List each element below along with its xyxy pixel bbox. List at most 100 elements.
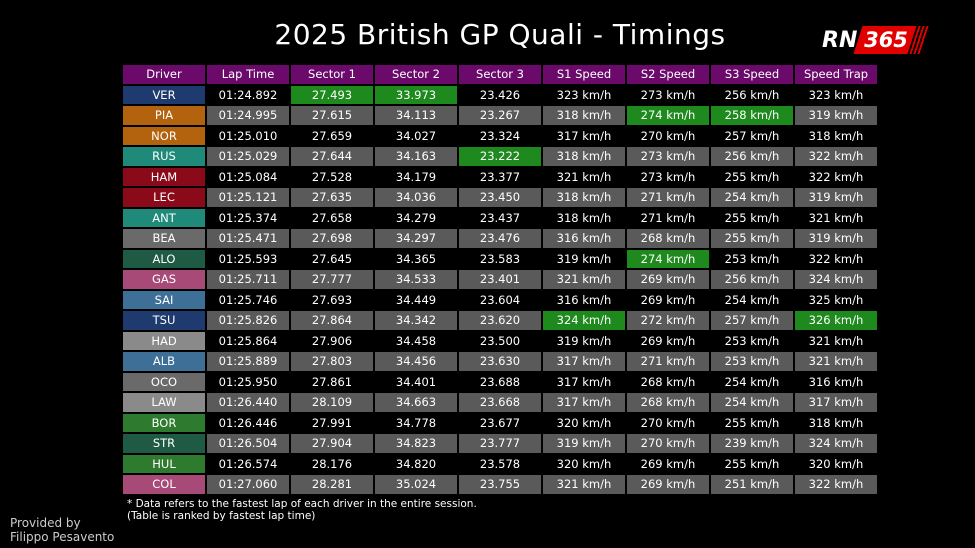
s3-speed-cell: 257 km/h xyxy=(711,311,793,330)
sector-3-cell: 23.377 xyxy=(459,167,541,186)
sector-2-cell: 34.297 xyxy=(375,229,457,248)
sector-1-cell: 27.635 xyxy=(291,188,373,207)
s1-speed-cell: 319 km/h xyxy=(543,434,625,453)
lap-time-cell: 01:25.746 xyxy=(207,290,289,309)
page-title: 2025 British GP Quali - Timings xyxy=(274,18,726,51)
s2-speed-cell: 273 km/h xyxy=(627,147,709,166)
driver-cell: ALB xyxy=(123,352,205,371)
table-row: TSU 01:25.826 27.864 34.342 23.620 324 km/h 27… xyxy=(123,311,877,330)
sector-3-cell: 23.476 xyxy=(459,229,541,248)
driver-cell: GAS xyxy=(123,270,205,289)
speed-trap-cell: 322 km/h xyxy=(795,475,877,494)
table-row: PIA 01:24.995 27.615 34.113 23.267 318 km/h 27… xyxy=(123,106,877,125)
s1-speed-cell: 320 km/h xyxy=(543,413,625,432)
s2-speed-cell: 268 km/h xyxy=(627,229,709,248)
lap-time-cell: 01:25.889 xyxy=(207,352,289,371)
sector-1-cell: 27.864 xyxy=(291,311,373,330)
speed-trap-cell: 324 km/h xyxy=(795,270,877,289)
header-s2-speed: S2 Speed xyxy=(627,65,709,84)
s1-speed-cell: 319 km/h xyxy=(543,249,625,268)
credit-line-1: Provided by xyxy=(10,516,81,530)
table-row: HAD 01:25.864 27.906 34.458 23.500 319 km/h 26… xyxy=(123,331,877,350)
sector-1-cell: 28.109 xyxy=(291,393,373,412)
sector-1-cell: 27.698 xyxy=(291,229,373,248)
sector-3-cell: 23.426 xyxy=(459,85,541,104)
sector-1-cell: 28.176 xyxy=(291,454,373,473)
s3-speed-cell: 253 km/h xyxy=(711,331,793,350)
speed-trap-cell: 324 km/h xyxy=(795,434,877,453)
s2-speed-cell: 268 km/h xyxy=(627,393,709,412)
sector-1-cell: 27.528 xyxy=(291,167,373,186)
s1-speed-cell: 317 km/h xyxy=(543,352,625,371)
footnote: * Data refers to the fastest lap of each… xyxy=(127,498,477,522)
sector-1-cell: 27.658 xyxy=(291,208,373,227)
s1-speed-cell: 318 km/h xyxy=(543,147,625,166)
sector-3-cell: 23.578 xyxy=(459,454,541,473)
s2-speed-cell: 269 km/h xyxy=(627,475,709,494)
s2-speed-cell: 271 km/h xyxy=(627,352,709,371)
s2-speed-cell: 273 km/h xyxy=(627,167,709,186)
s1-speed-cell: 321 km/h xyxy=(543,475,625,494)
sector-1-cell: 27.615 xyxy=(291,106,373,125)
speed-trap-cell: 321 km/h xyxy=(795,352,877,371)
lap-time-cell: 01:26.440 xyxy=(207,393,289,412)
sector-3-cell: 23.755 xyxy=(459,475,541,494)
speed-trap-cell: 319 km/h xyxy=(795,188,877,207)
header-sector-3: Sector 3 xyxy=(459,65,541,84)
lap-time-cell: 01:25.711 xyxy=(207,270,289,289)
speed-trap-cell: 322 km/h xyxy=(795,167,877,186)
s2-speed-cell: 269 km/h xyxy=(627,331,709,350)
driver-cell: VER xyxy=(123,85,205,104)
s3-speed-cell: 258 km/h xyxy=(711,106,793,125)
s1-speed-cell: 316 km/h xyxy=(543,229,625,248)
lap-time-cell: 01:25.826 xyxy=(207,311,289,330)
sector-2-cell: 34.401 xyxy=(375,372,457,391)
lap-time-cell: 01:26.574 xyxy=(207,454,289,473)
credit-line-2: Filippo Pesavento xyxy=(10,530,115,544)
sector-2-cell: 34.365 xyxy=(375,249,457,268)
sector-1-cell: 28.281 xyxy=(291,475,373,494)
lap-time-cell: 01:26.446 xyxy=(207,413,289,432)
s2-speed-cell: 271 km/h xyxy=(627,208,709,227)
driver-cell: BEA xyxy=(123,229,205,248)
driver-cell: HAM xyxy=(123,167,205,186)
lap-time-cell: 01:25.029 xyxy=(207,147,289,166)
s2-speed-cell: 274 km/h xyxy=(627,106,709,125)
sector-1-cell: 27.906 xyxy=(291,331,373,350)
s3-speed-cell: 254 km/h xyxy=(711,393,793,412)
sector-1-cell: 27.644 xyxy=(291,147,373,166)
driver-cell: RUS xyxy=(123,147,205,166)
lap-time-cell: 01:25.084 xyxy=(207,167,289,186)
sector-3-cell: 23.630 xyxy=(459,352,541,371)
s3-speed-cell: 254 km/h xyxy=(711,372,793,391)
header-s1-speed: S1 Speed xyxy=(543,65,625,84)
s3-speed-cell: 254 km/h xyxy=(711,290,793,309)
table-row: ALO 01:25.593 27.645 34.365 23.583 319 km/h 27… xyxy=(123,249,877,268)
sector-3-cell: 23.583 xyxy=(459,249,541,268)
table-row: STR 01:26.504 27.904 34.823 23.777 319 km/h 27… xyxy=(123,434,877,453)
speed-trap-cell: 325 km/h xyxy=(795,290,877,309)
driver-cell: BOR xyxy=(123,413,205,432)
lap-time-cell: 01:26.504 xyxy=(207,434,289,453)
speed-trap-cell: 326 km/h xyxy=(795,311,877,330)
speed-trap-cell: 321 km/h xyxy=(795,208,877,227)
header-s3-speed: S3 Speed xyxy=(711,65,793,84)
footnote-line-2: (Table is ranked by fastest lap time) xyxy=(127,510,316,522)
s3-speed-cell: 255 km/h xyxy=(711,208,793,227)
lap-time-cell: 01:25.010 xyxy=(207,126,289,145)
s3-speed-cell: 256 km/h xyxy=(711,147,793,166)
sector-2-cell: 34.456 xyxy=(375,352,457,371)
table-row: SAI 01:25.746 27.693 34.449 23.604 316 km/h 26… xyxy=(123,290,877,309)
table-row: LEC 01:25.121 27.635 34.036 23.450 318 km/h 27… xyxy=(123,188,877,207)
table-row: RUS 01:25.029 27.644 34.163 23.222 318 km/h 27… xyxy=(123,147,877,166)
table-row: OCO 01:25.950 27.861 34.401 23.688 317 km/h 26… xyxy=(123,372,877,391)
s3-speed-cell: 255 km/h xyxy=(711,413,793,432)
sector-2-cell: 34.113 xyxy=(375,106,457,125)
s2-speed-cell: 268 km/h xyxy=(627,372,709,391)
speed-trap-cell: 319 km/h xyxy=(795,229,877,248)
driver-cell: SAI xyxy=(123,290,205,309)
sector-2-cell: 34.027 xyxy=(375,126,457,145)
sector-3-cell: 23.668 xyxy=(459,393,541,412)
s3-speed-cell: 257 km/h xyxy=(711,126,793,145)
header-driver: Driver xyxy=(123,65,205,84)
